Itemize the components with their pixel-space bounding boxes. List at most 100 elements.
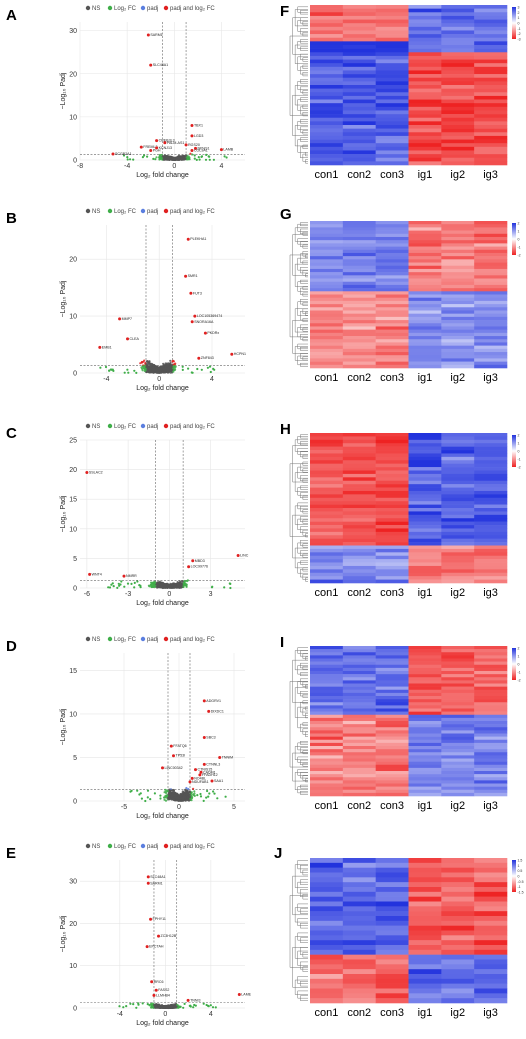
data-point [112, 585, 115, 588]
data-point [197, 156, 200, 159]
data-point [172, 158, 176, 161]
x-tick-label: -4 [103, 376, 109, 383]
highlighted-gene-point [219, 148, 223, 152]
data-point [148, 585, 151, 588]
data-point [212, 790, 215, 793]
y-axis-label: −Log₁₀ Padj [60, 280, 67, 317]
data-point [183, 1002, 186, 1005]
gene-label: LGD3 [194, 134, 203, 138]
data-point [144, 367, 147, 371]
volcano-plot-c: C NS Log₂ FC padj padj and log₂ FC-6 -3 0 30510… [6, 423, 249, 607]
data-point [174, 368, 177, 371]
y-tick-label: 15 [69, 668, 77, 675]
data-point [147, 370, 150, 373]
data-point [154, 1005, 158, 1008]
data-point [146, 789, 150, 792]
data-point [170, 796, 173, 799]
highlighted-gene-point [155, 139, 159, 143]
gene-label: SARM1 [150, 881, 162, 885]
data-point [125, 1005, 128, 1008]
data-point [199, 792, 202, 796]
legend-swatch-padj [140, 5, 146, 11]
volcano-plot-a: A NS Log₂ FC padj padj and log₂ FC-8 -4 0 40102… [6, 5, 245, 179]
y-axis-label: −Log₁₀ Padj [60, 708, 67, 745]
data-point [187, 158, 190, 161]
data-point [164, 157, 167, 161]
data-point [212, 158, 215, 161]
data-point [126, 582, 130, 585]
highlighted-gene-point [150, 980, 154, 984]
data-point [229, 582, 232, 585]
data-point [136, 580, 139, 583]
gene-label: CREB3L3 [159, 139, 175, 143]
legend-swatch-ns [85, 5, 91, 11]
x-axis-label: Log₂ fold change [136, 385, 189, 392]
data-point [163, 798, 166, 801]
x-tick-label: 0 [157, 376, 161, 383]
gene-label: NDUFAB1 [192, 780, 209, 784]
data-point [223, 155, 226, 158]
gene-label: MBD3 [195, 559, 205, 563]
data-point [164, 788, 167, 791]
data-point [162, 364, 165, 367]
volcano-plot-e: E NS Log₂ FC padj padj and log₂ FC-4 0 4010203… [6, 843, 252, 1027]
data-point [152, 371, 155, 374]
x-tick-label: 0 [163, 1011, 167, 1018]
data-point [179, 583, 182, 586]
data-point [190, 791, 193, 794]
highlighted-gene-point [207, 709, 211, 713]
data-point [136, 789, 139, 792]
data-point [213, 792, 216, 795]
data-point [206, 789, 209, 793]
data-point [169, 789, 172, 792]
gene-label: RRC6 [154, 980, 164, 984]
highlighted-gene-point [190, 776, 194, 780]
gene-label: MMP7 [122, 317, 132, 321]
data-point [166, 584, 169, 587]
data-point [185, 585, 188, 588]
data-point [187, 787, 190, 791]
data-point [211, 585, 214, 588]
data-point [207, 795, 210, 798]
data-point [171, 789, 174, 792]
x-tick-label: 4 [219, 163, 223, 170]
gene-label: LLMHB4 [156, 993, 170, 997]
data-point [177, 794, 180, 797]
x-tick-label: -3 [125, 591, 131, 598]
data-point [168, 362, 171, 365]
highlighted-gene-point [118, 317, 122, 321]
data-point [193, 790, 196, 793]
highlighted-gene-point [189, 291, 193, 295]
data-point [180, 794, 183, 797]
data-point [157, 584, 160, 588]
gene-label: DIXDC1 [211, 709, 224, 713]
data-point [194, 1004, 197, 1007]
data-point [185, 154, 188, 157]
x-tick-label: -5 [121, 804, 127, 811]
y-tick-label: 10 [69, 314, 77, 321]
gene-label: WNT4 [92, 572, 102, 576]
data-point [214, 1006, 217, 1009]
data-point [159, 155, 162, 158]
data-point [200, 368, 203, 371]
data-point [164, 583, 167, 586]
data-point [154, 158, 157, 161]
data-point [166, 154, 169, 157]
y-tick-label: 0 [73, 371, 77, 378]
data-point [193, 794, 196, 797]
data-point [172, 794, 175, 797]
data-point [192, 1006, 195, 1009]
highlighted-gene-point [188, 780, 192, 784]
legend-swatch-ns [85, 208, 91, 214]
y-tick-label: 10 [69, 526, 77, 533]
data-point [185, 786, 188, 790]
highlighted-gene-point [191, 559, 195, 563]
data-point [182, 155, 185, 158]
data-point [186, 796, 189, 799]
data-point [117, 582, 120, 585]
data-point [138, 793, 141, 796]
x-tick-label: 4 [209, 1011, 213, 1018]
data-point [169, 158, 172, 161]
data-point [141, 369, 144, 372]
legend-swatch-log2fc [107, 5, 113, 11]
